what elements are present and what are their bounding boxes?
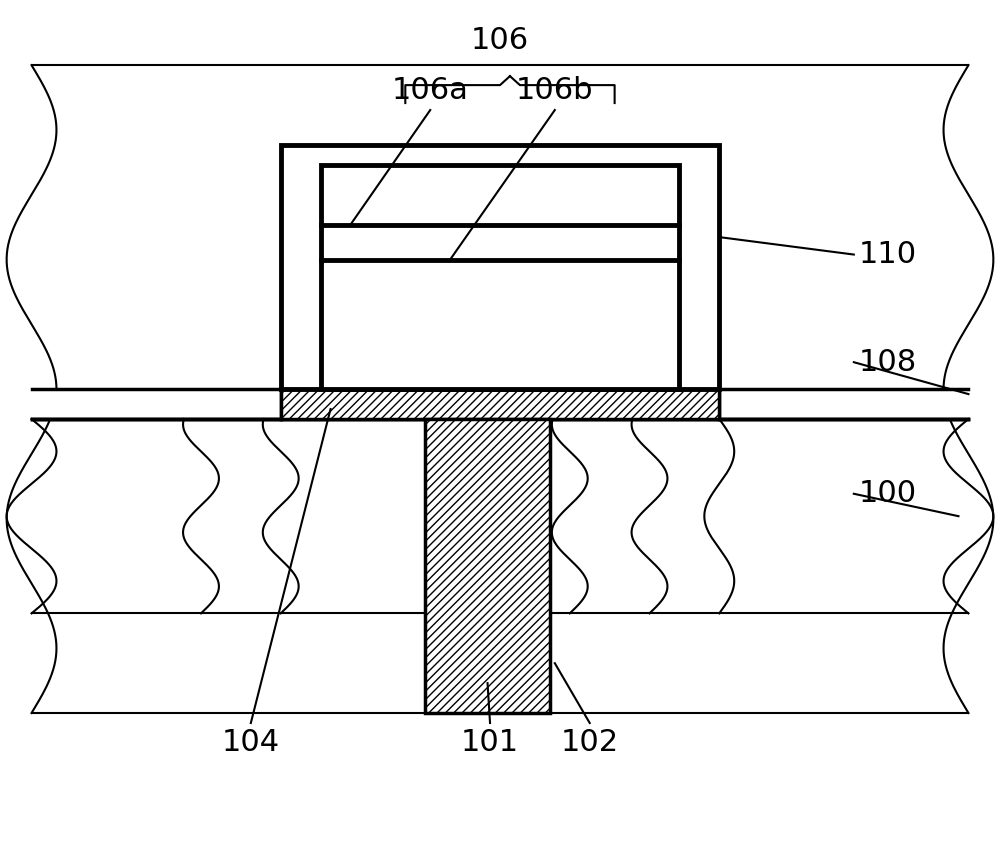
Bar <box>32 389 968 419</box>
Bar <box>321 165 679 389</box>
Bar <box>32 419 968 614</box>
Bar <box>425 419 550 713</box>
Text: 100: 100 <box>859 479 917 508</box>
Text: 104: 104 <box>222 728 280 757</box>
Text: 108: 108 <box>859 348 917 376</box>
Text: 102: 102 <box>561 728 619 757</box>
Text: 106a: 106a <box>392 76 469 105</box>
Text: 110: 110 <box>859 240 917 269</box>
Text: 101: 101 <box>461 728 519 757</box>
Bar <box>281 389 719 419</box>
Text: 106: 106 <box>471 26 529 55</box>
Bar <box>281 145 719 389</box>
Text: 106b: 106b <box>516 76 594 105</box>
